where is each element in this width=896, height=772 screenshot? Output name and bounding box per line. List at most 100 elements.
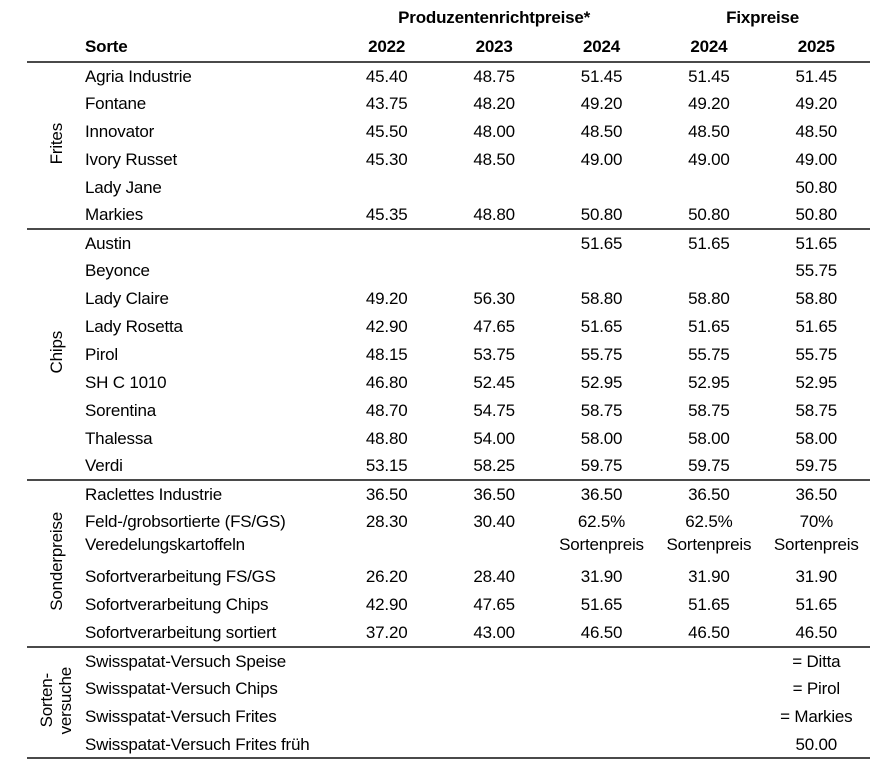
price-cell: 59.75 xyxy=(580,456,623,476)
table-row: Sofortverarbeitung Chips 42.90 47.65 51.65 5… xyxy=(27,591,870,619)
price-cell: 48.75 xyxy=(473,67,515,86)
price-cell: 50.80 xyxy=(688,205,730,225)
group-label-text: Chips xyxy=(46,331,66,374)
column-header-year-2023: 2023 xyxy=(475,36,513,56)
price-cell: 48.20 xyxy=(473,93,515,113)
variety-name-cell: Markies xyxy=(85,205,144,225)
variety-name-cell: Swisspatat-Versuch Frites früh xyxy=(85,734,310,754)
price-cell xyxy=(548,174,655,202)
table-row: Thalessa 48.80 54.00 58.00 58.00 58.00 xyxy=(27,425,870,453)
table-row: Lady Claire 49.20 56.30 58.80 58.80 58.80 xyxy=(27,285,870,313)
price-cell xyxy=(655,257,762,285)
price-cell: 49.00 xyxy=(580,149,623,169)
price-cell: 55.75 xyxy=(795,261,838,281)
variety-name-cell: Thalessa xyxy=(85,428,153,448)
price-cell: 58.80 xyxy=(688,289,730,309)
table-row: Chips Austin 51.65 51.65 51.65 xyxy=(27,229,870,373)
price-cell xyxy=(440,675,547,703)
price-cell xyxy=(333,174,440,202)
price-cell: 58.00 xyxy=(688,428,730,448)
group-label-cell: Frites xyxy=(27,62,85,229)
variety-name-cell: SH C 1010 xyxy=(85,372,167,392)
price-cell: = Ditta xyxy=(792,651,841,671)
header-produzentenrichtpreise: Produzentenrichtpreise* xyxy=(398,8,591,27)
price-cell: 36.50 xyxy=(795,485,838,505)
price-cell: 56.30 xyxy=(473,289,515,309)
column-header-year-2022: 2022 xyxy=(368,36,406,56)
price-cell: 55.75 xyxy=(580,344,623,364)
price-cell: 50.00 xyxy=(795,734,838,754)
price-cell: 30.40 xyxy=(473,512,515,532)
price-cell: 48.00 xyxy=(473,121,515,141)
table-row: Beyonce 55.75 xyxy=(27,257,870,285)
price-cell xyxy=(548,675,655,703)
price-cell: 43.00 xyxy=(473,623,515,643)
variety-name-cell: Austin xyxy=(85,234,132,254)
price-cell xyxy=(333,675,440,703)
price-cell: 31.90 xyxy=(688,567,730,587)
price-cell: 45.40 xyxy=(365,67,408,86)
super-header-row: Produzentenrichtpreise* Fixpreise xyxy=(27,4,870,32)
price-cell: 42.90 xyxy=(365,317,408,337)
potato-price-table: Produzentenrichtpreise* Fixpreise Sorte … xyxy=(27,4,870,760)
price-cell: = Markies xyxy=(780,706,853,726)
price-cell: 53.75 xyxy=(473,344,515,364)
table-row: Lady Rosetta 42.90 47.65 51.65 51.65 51.65 xyxy=(27,313,870,341)
price-cell: 54.00 xyxy=(473,428,515,448)
price-cell: 50.80 xyxy=(795,177,838,197)
price-cell xyxy=(655,675,762,703)
price-cell: 36.50 xyxy=(365,485,408,505)
price-cell: 49.00 xyxy=(795,149,838,169)
table-row: Sofortverarbeitung FS/GS 26.20 28.40 31.90 3… xyxy=(27,563,870,591)
price-cell: 49.20 xyxy=(688,93,730,113)
variety-name-cell: Agria Industrie xyxy=(85,67,192,86)
empty-header-cell xyxy=(27,32,85,62)
price-cell xyxy=(333,229,440,257)
price-cell: 42.90 xyxy=(365,595,408,615)
price-cell: 28.40 xyxy=(473,567,515,587)
variety-name-cell: Sofortverarbeitung FS/GS xyxy=(85,567,276,587)
variety-name-cell: Fontane xyxy=(85,93,146,113)
table-group-sorten-versuche: Sorten- versuche Swisspatat-Versuch Speis… xyxy=(27,646,870,759)
column-header-year-2024-fix: 2024 xyxy=(690,36,728,56)
price-cell: 51.65 xyxy=(688,234,730,254)
price-cell: 51.65 xyxy=(580,234,623,254)
price-cell: 51.45 xyxy=(795,67,838,86)
column-header-year-2025: 2025 xyxy=(797,36,835,56)
price-cell: 49.20 xyxy=(795,93,838,113)
table-row: Sorten- versuche Swisspatat-Versuch Speis… xyxy=(27,647,870,734)
price-cell: 50.80 xyxy=(580,205,623,225)
group-label-cell: Sorten- versuche xyxy=(27,647,85,759)
price-cell: 62.5% Sortenpreis xyxy=(666,512,752,555)
price-cell xyxy=(548,731,655,759)
price-cell: 48.70 xyxy=(365,400,408,420)
variety-name-cell: Sofortverarbeitung sortiert xyxy=(85,623,277,643)
table-row: Fontane 43.75 48.20 49.20 49.20 49.20 xyxy=(27,90,870,118)
table-row: Frites Agria Industrie 45.40 48.75 51.45 51.4… xyxy=(27,62,870,164)
variety-name-cell: Feld-/grobsortierte (FS/GS) Veredelungsk… xyxy=(85,512,286,555)
table-row: Sofortverarbeitung sortiert 37.20 43.00 46.… xyxy=(27,619,870,647)
header-fixpreise: Fixpreise xyxy=(726,8,800,27)
price-cell: 58.00 xyxy=(580,428,623,448)
price-cell: 58.25 xyxy=(473,456,515,476)
price-cell: 45.30 xyxy=(365,149,408,169)
price-cell: 52.45 xyxy=(473,372,515,392)
group-label-cell: Chips xyxy=(27,229,85,480)
price-cell: 37.20 xyxy=(365,623,408,643)
price-cell xyxy=(548,703,655,731)
price-cell: 55.75 xyxy=(688,344,730,364)
price-cell: 36.50 xyxy=(688,485,730,505)
year-header-row: Sorte 2022 2023 2024 2024 2025 xyxy=(27,32,870,62)
price-cell xyxy=(440,703,547,731)
variety-name-cell: Swisspatat-Versuch Chips xyxy=(85,678,278,698)
table-row: Sonderpreise Raclettes Industrie 36.50 36.5… xyxy=(27,480,870,610)
price-cell: 28.30 xyxy=(365,512,408,532)
table-group-chips: Chips Austin 51.65 51.65 51.65 Beyonce 55.75 La… xyxy=(27,229,870,480)
price-cell: 48.80 xyxy=(473,205,515,225)
price-cell: 53.15 xyxy=(365,456,408,476)
group-label-text: Frites xyxy=(46,122,66,164)
variety-name-cell: Sofortverarbeitung Chips xyxy=(85,595,269,615)
variety-name-cell: Verdi xyxy=(85,456,123,476)
price-cell: 50.80 xyxy=(795,205,838,225)
price-cell xyxy=(333,647,440,675)
